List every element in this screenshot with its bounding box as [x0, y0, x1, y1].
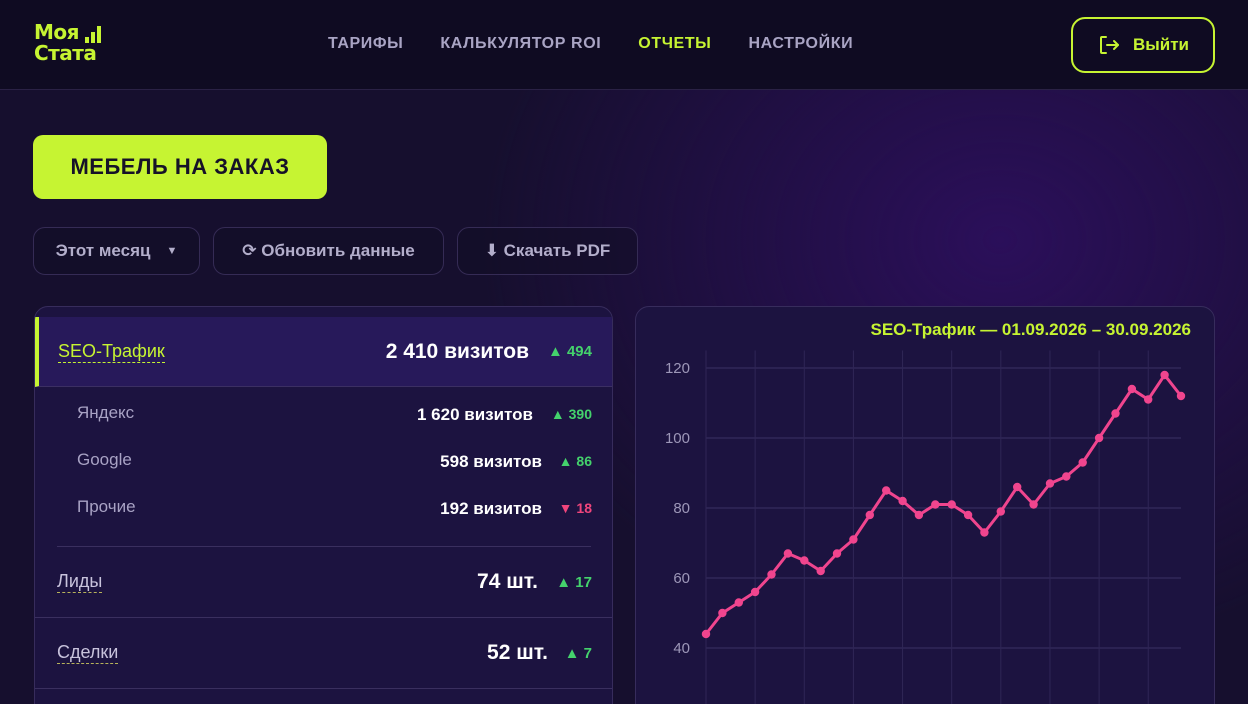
- bar-chart-icon: [84, 25, 101, 43]
- y-tick-label: 80: [673, 500, 690, 517]
- refresh-data-label: ⟳ Обновить данные: [242, 241, 415, 260]
- data-point: [1029, 500, 1038, 509]
- data-point: [816, 566, 825, 576]
- nav-item-reports[interactable]: ОТЧЕТЫ: [638, 35, 712, 52]
- period-select-value: Этот месяц: [55, 241, 151, 260]
- metric-row-seo[interactable]: SEO-Трафик 2 410 визитов ▲ 494: [35, 317, 612, 387]
- y-tick-label: 40: [673, 640, 690, 657]
- project-title: МЕБЕЛЬ НА ЗАКАЗ: [70, 154, 290, 179]
- y-tick-label: 120: [665, 360, 690, 377]
- source-value: 192 визитов: [440, 499, 542, 518]
- data-point: [1111, 409, 1120, 418]
- logo-text-line2: Стата: [34, 41, 97, 65]
- main-nav: ТАРИФЫ КАЛЬКУЛЯТОР ROI ОТЧЕТЫ НАСТРОЙКИ: [328, 35, 853, 53]
- data-point: [914, 510, 924, 520]
- data-point: [1144, 395, 1153, 404]
- divider: [57, 546, 591, 547]
- chevron-down-icon: ▼: [166, 245, 178, 257]
- divider: [35, 617, 612, 618]
- source-label: Google: [77, 450, 132, 469]
- data-point: [947, 500, 956, 509]
- data-point: [1013, 482, 1022, 492]
- source-delta: ▲ 390: [550, 406, 592, 422]
- logo-text-line1: Моя: [34, 20, 79, 44]
- data-point: [1160, 370, 1169, 380]
- data-point: [800, 556, 809, 565]
- data-point: [1078, 458, 1087, 467]
- nav-item-settings[interactable]: НАСТРОЙКИ: [748, 35, 854, 52]
- metric-value-deals: 52 шт.: [487, 641, 548, 664]
- metric-delta-leads: ▲ 17: [556, 573, 592, 591]
- data-point: [882, 486, 891, 495]
- seo-traffic-line-chart: 40 60 80 100 120: [665, 350, 1186, 704]
- y-tick-label: 60: [673, 570, 690, 587]
- download-pdf-label: ⬇ Скачать PDF: [484, 241, 611, 260]
- metric-value-seo: 2 410 визитов: [385, 339, 529, 363]
- metrics-panel: SEO-Трафик 2 410 визитов ▲ 494 Яндекс 1 …: [34, 306, 613, 704]
- data-point: [898, 496, 907, 506]
- period-select[interactable]: Этот месяц ▼: [33, 227, 200, 275]
- metric-value-leads: 74 шт.: [477, 570, 538, 593]
- data-point: [767, 570, 776, 579]
- metric-delta-deals: ▲ 7: [564, 644, 592, 662]
- metric-delta-seo: ▲ 494: [547, 343, 592, 360]
- traffic-chart-panel: SEO-Трафик — 01.09.2026 – 30.09.2026 40 6…: [635, 306, 1215, 704]
- data-point: [1045, 479, 1055, 488]
- data-point: [963, 510, 973, 520]
- brand-logo[interactable]: Моя Стата: [34, 22, 126, 68]
- data-point: [1062, 472, 1071, 481]
- data-point: [1127, 384, 1137, 394]
- metric-label-leads[interactable]: Лиды: [57, 571, 103, 593]
- metric-label-seo[interactable]: SEO-Трафик: [58, 340, 165, 363]
- logout-button[interactable]: Выйти: [1071, 17, 1215, 73]
- source-delta: ▲ 86: [558, 453, 592, 469]
- data-point: [1176, 391, 1186, 401]
- source-row-yandex: Яндекс 1 620 визитов ▲ 390: [35, 391, 612, 435]
- data-point: [750, 587, 760, 597]
- source-label: Яндекс: [77, 403, 135, 422]
- metric-label-deals[interactable]: Сделки: [57, 642, 119, 664]
- download-pdf-button[interactable]: ⬇ Скачать PDF: [457, 227, 638, 275]
- data-point: [718, 608, 727, 618]
- y-tick-label: 100: [665, 430, 690, 447]
- divider: [35, 688, 612, 689]
- data-point: [931, 500, 940, 509]
- data-point: [996, 507, 1005, 516]
- data-point: [849, 535, 858, 544]
- nav-item-roi-calculator[interactable]: КАЛЬКУЛЯТОР ROI: [440, 35, 602, 52]
- logout-icon: [1099, 36, 1119, 54]
- data-point: [832, 549, 842, 558]
- source-value: 1 620 визитов: [416, 405, 533, 424]
- metric-row-deals[interactable]: Сделки 52 шт. ▲ 7: [35, 618, 612, 688]
- data-point: [980, 528, 989, 537]
- data-point: [865, 510, 874, 520]
- refresh-data-button[interactable]: ⟳ Обновить данные: [213, 227, 444, 275]
- series-line: [704, 373, 1183, 636]
- source-delta: ▼ 18: [558, 500, 592, 516]
- top-header: Моя Стата ТАРИФЫ КАЛЬКУЛЯТОР ROI ОТЧЕТЫ …: [0, 0, 1248, 90]
- source-row-google: Google 598 визитов ▲ 86: [35, 438, 612, 482]
- chart-title: SEO-Трафик — 01.09.2026 – 30.09.2026: [870, 320, 1192, 339]
- source-label: Прочие: [77, 497, 136, 516]
- logout-label: Выйти: [1132, 35, 1190, 54]
- metric-row-leads[interactable]: Лиды 74 шт. ▲ 17: [35, 547, 612, 617]
- data-point: [783, 549, 793, 558]
- data-point: [1094, 433, 1104, 443]
- data-point: [701, 629, 711, 639]
- project-title-button[interactable]: МЕБЕЛЬ НА ЗАКАЗ: [33, 135, 327, 199]
- nav-item-tariffs[interactable]: ТАРИФЫ: [328, 35, 404, 52]
- source-value: 598 визитов: [440, 452, 542, 471]
- data-point: [734, 598, 743, 607]
- source-row-other: Прочие 192 визитов ▼ 18: [35, 485, 612, 529]
